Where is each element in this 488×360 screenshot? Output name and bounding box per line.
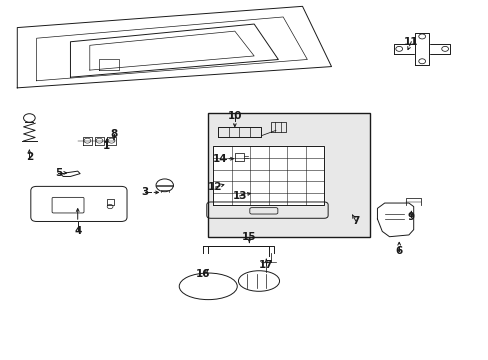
Text: 6: 6 [395,246,402,256]
Text: 12: 12 [208,182,223,192]
Text: 8: 8 [110,129,117,139]
Text: 1: 1 [103,141,110,151]
Text: 4: 4 [74,226,81,237]
Text: 15: 15 [242,232,256,242]
Text: 11: 11 [403,37,418,47]
Text: 10: 10 [227,111,242,121]
Text: 17: 17 [259,260,273,270]
Polygon shape [213,146,324,205]
Text: 5: 5 [55,168,62,178]
Text: 9: 9 [407,212,414,222]
Polygon shape [17,6,331,88]
Polygon shape [414,33,428,65]
Text: 13: 13 [232,191,246,201]
Text: 3: 3 [142,188,149,197]
Text: 14: 14 [213,154,227,164]
FancyBboxPatch shape [208,113,369,237]
Text: 2: 2 [26,152,33,162]
Text: 7: 7 [351,216,359,226]
Text: 16: 16 [196,269,210,279]
Ellipse shape [238,271,279,291]
Ellipse shape [179,273,237,300]
Polygon shape [393,44,449,54]
